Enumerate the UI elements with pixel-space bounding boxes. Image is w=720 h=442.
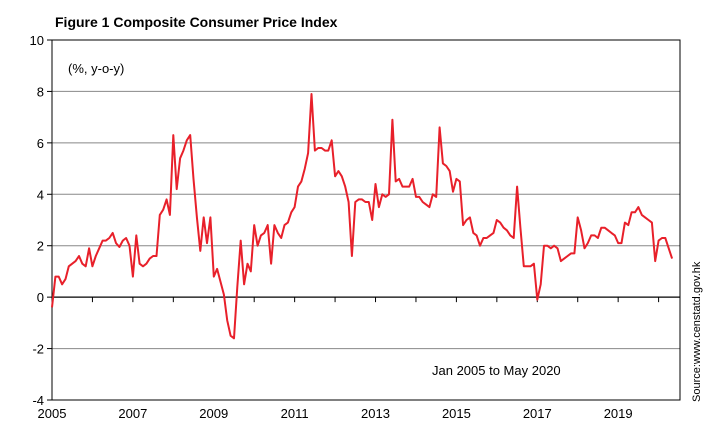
y-tick-label: 6: [37, 136, 44, 151]
y-tick-label: 2: [37, 239, 44, 254]
x-tick-label: 2019: [604, 406, 633, 421]
x-tick-label: 2011: [281, 406, 309, 421]
x-tick-label: 2009: [199, 406, 228, 421]
x-tick-label: 2007: [118, 406, 147, 421]
y-tick-label: 4: [37, 187, 44, 202]
x-tick-label: 2017: [523, 406, 552, 421]
x-axis: 2005 2007 2009 2011 2013 2015 2017 2019: [38, 296, 680, 421]
y-tick-label: -4: [32, 393, 44, 408]
plot-frame: [51, 39, 681, 401]
chart-title: Figure 1 Composite Consumer Price Index: [55, 14, 338, 30]
source-label: Source:www.censtatd.gov.hk: [691, 261, 703, 402]
cpi-series-line: [51, 93, 674, 340]
y-axis-unit-label: (%, y-o-y): [68, 61, 124, 76]
y-tick-label: 0: [37, 290, 44, 305]
y-tick-label: 8: [37, 84, 44, 99]
y-tick-label: -2: [32, 342, 44, 357]
x-tick-label: 2015: [442, 406, 471, 421]
y-tick-label: 10: [30, 33, 44, 48]
period-annotation: Jan 2005 to May 2020: [432, 363, 561, 378]
y-axis: -4 -2 0 2 4 6 8 10: [30, 33, 52, 408]
x-tick-label: 2013: [361, 406, 390, 421]
x-tick-label: 2005: [38, 406, 67, 421]
gridlines: [52, 90, 680, 350]
